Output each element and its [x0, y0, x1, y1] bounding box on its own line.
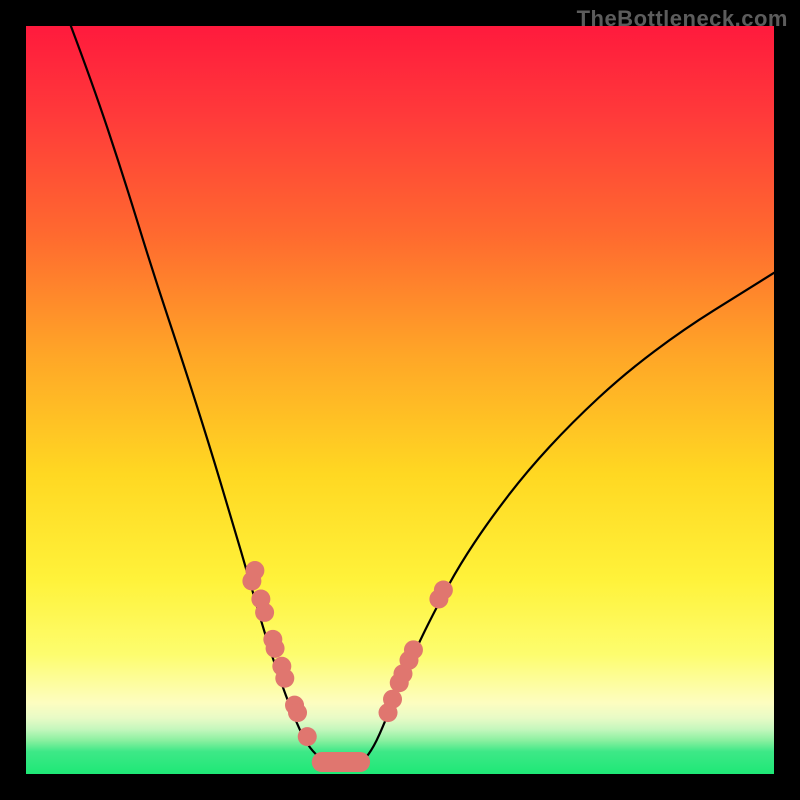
marker-dot-left — [242, 572, 261, 591]
marker-dot-right — [404, 640, 423, 659]
chart-frame: TheBottleneck.com — [0, 0, 800, 800]
marker-dot-left — [298, 727, 317, 746]
marker-dot-left — [266, 639, 285, 658]
marker-dot-right — [434, 580, 453, 599]
marker-dot-left — [275, 669, 294, 688]
marker-dot-right — [383, 690, 402, 709]
marker-dot-left — [255, 603, 274, 622]
watermark-text: TheBottleneck.com — [577, 6, 788, 32]
bottleneck-curve-chart — [0, 0, 800, 800]
marker-dot-left — [288, 703, 307, 722]
marker-floor-pill — [312, 752, 370, 772]
